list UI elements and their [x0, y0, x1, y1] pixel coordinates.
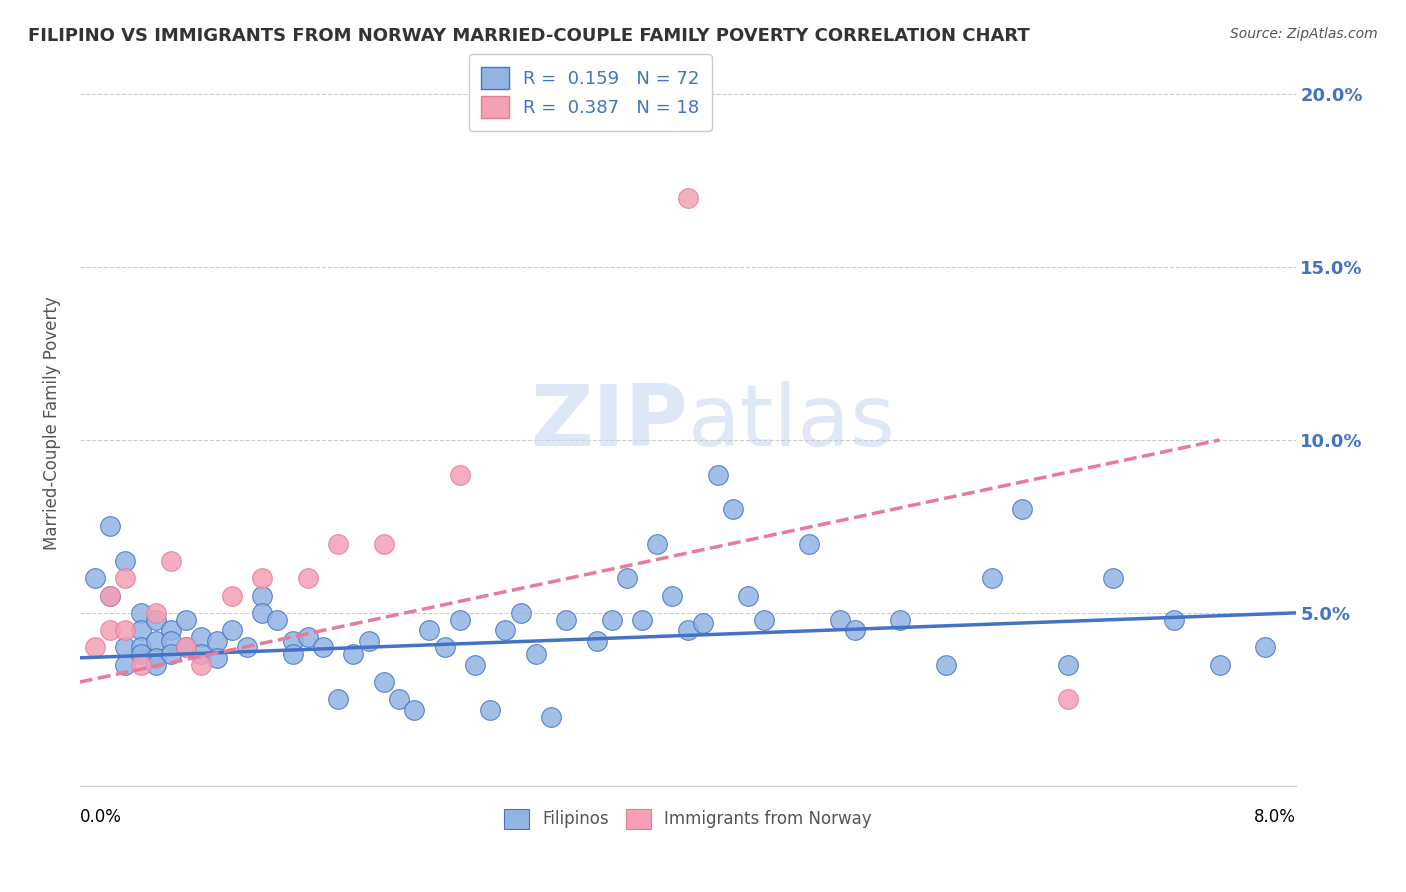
- Text: atlas: atlas: [688, 381, 896, 464]
- Point: [160, 648, 183, 662]
- Point: [205, 633, 228, 648]
- Point: [297, 571, 319, 585]
- Point: [494, 623, 516, 637]
- Point: [631, 613, 654, 627]
- Point: [114, 554, 136, 568]
- Point: [129, 606, 152, 620]
- Point: [433, 640, 456, 655]
- Point: [145, 633, 167, 648]
- Point: [616, 571, 638, 585]
- Point: [174, 640, 197, 655]
- Point: [281, 633, 304, 648]
- Point: [707, 467, 730, 482]
- Point: [373, 675, 395, 690]
- Text: Source: ZipAtlas.com: Source: ZipAtlas.com: [1230, 27, 1378, 41]
- Point: [129, 640, 152, 655]
- Point: [266, 613, 288, 627]
- Point: [1254, 640, 1277, 655]
- Point: [145, 657, 167, 672]
- Point: [328, 692, 350, 706]
- Point: [205, 650, 228, 665]
- Point: [312, 640, 335, 655]
- Point: [190, 630, 212, 644]
- Point: [723, 502, 745, 516]
- Point: [1011, 502, 1033, 516]
- Point: [752, 613, 775, 627]
- Point: [540, 709, 562, 723]
- Point: [418, 623, 440, 637]
- Point: [160, 633, 183, 648]
- Point: [645, 537, 668, 551]
- Point: [98, 519, 121, 533]
- Point: [404, 703, 426, 717]
- Point: [585, 633, 607, 648]
- Point: [357, 633, 380, 648]
- Point: [328, 537, 350, 551]
- Point: [98, 589, 121, 603]
- Text: 8.0%: 8.0%: [1254, 807, 1295, 826]
- Point: [1056, 657, 1078, 672]
- Point: [449, 467, 471, 482]
- Point: [174, 640, 197, 655]
- Point: [114, 657, 136, 672]
- Point: [129, 657, 152, 672]
- Point: [145, 613, 167, 627]
- Point: [479, 703, 502, 717]
- Legend: Filipinos, Immigrants from Norway: Filipinos, Immigrants from Norway: [498, 802, 879, 836]
- Point: [692, 616, 714, 631]
- Point: [129, 648, 152, 662]
- Point: [98, 623, 121, 637]
- Point: [281, 648, 304, 662]
- Point: [98, 589, 121, 603]
- Point: [828, 613, 851, 627]
- Point: [84, 571, 107, 585]
- Point: [676, 191, 699, 205]
- Point: [737, 589, 759, 603]
- Point: [236, 640, 259, 655]
- Point: [250, 606, 273, 620]
- Point: [600, 613, 623, 627]
- Point: [342, 648, 364, 662]
- Point: [190, 657, 212, 672]
- Point: [160, 554, 183, 568]
- Text: 0.0%: 0.0%: [80, 807, 122, 826]
- Point: [464, 657, 486, 672]
- Point: [661, 589, 683, 603]
- Text: ZIP: ZIP: [530, 381, 688, 464]
- Point: [114, 640, 136, 655]
- Point: [1056, 692, 1078, 706]
- Point: [889, 613, 911, 627]
- Point: [190, 648, 212, 662]
- Point: [373, 537, 395, 551]
- Point: [114, 571, 136, 585]
- Point: [129, 623, 152, 637]
- Point: [449, 613, 471, 627]
- Point: [388, 692, 411, 706]
- Point: [114, 623, 136, 637]
- Point: [145, 606, 167, 620]
- Point: [297, 630, 319, 644]
- Y-axis label: Married-Couple Family Poverty: Married-Couple Family Poverty: [44, 296, 60, 549]
- Point: [174, 613, 197, 627]
- Point: [799, 537, 821, 551]
- Point: [221, 589, 243, 603]
- Point: [524, 648, 547, 662]
- Point: [250, 589, 273, 603]
- Text: FILIPINO VS IMMIGRANTS FROM NORWAY MARRIED-COUPLE FAMILY POVERTY CORRELATION CHA: FILIPINO VS IMMIGRANTS FROM NORWAY MARRI…: [28, 27, 1029, 45]
- Point: [160, 623, 183, 637]
- Point: [676, 623, 699, 637]
- Point: [1208, 657, 1230, 672]
- Point: [221, 623, 243, 637]
- Point: [145, 650, 167, 665]
- Point: [250, 571, 273, 585]
- Point: [935, 657, 957, 672]
- Point: [555, 613, 578, 627]
- Point: [84, 640, 107, 655]
- Point: [1163, 613, 1185, 627]
- Point: [844, 623, 866, 637]
- Point: [1102, 571, 1125, 585]
- Point: [509, 606, 531, 620]
- Point: [980, 571, 1002, 585]
